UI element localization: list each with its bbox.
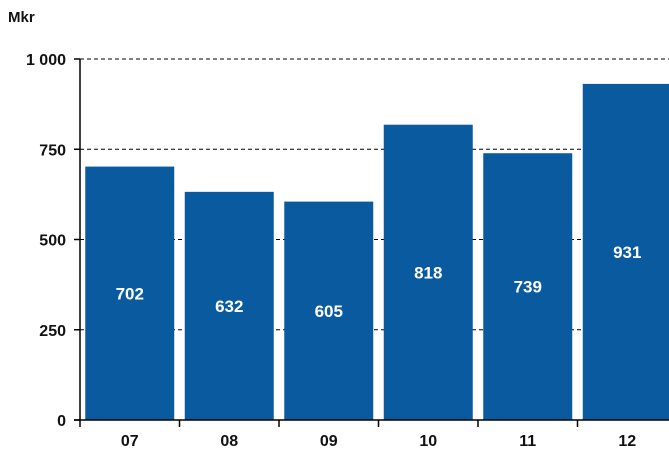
bar-10 [383, 124, 473, 421]
bar-value-label: 702 [116, 284, 144, 303]
x-tick-label: 11 [519, 433, 536, 450]
bar-12 [582, 83, 669, 420]
bar-07 [85, 166, 175, 420]
y-tick-label: 1 000 [26, 52, 66, 69]
bar-value-label: 818 [414, 263, 442, 282]
x-tick-label: 09 [320, 433, 338, 450]
y-tick-label: 750 [39, 142, 66, 159]
bar-value-label: 739 [514, 278, 542, 297]
bar-08 [184, 191, 274, 420]
bar-value-label: 931 [613, 243, 641, 262]
bar-11 [483, 153, 573, 420]
bar-value-label: 632 [215, 297, 243, 316]
x-tick-label: 07 [121, 433, 139, 450]
bar-09 [284, 201, 374, 420]
y-axis: 0 250 500 750 1 000 [26, 52, 81, 430]
x-tick-label: 12 [618, 433, 636, 450]
bar-value-label: 605 [315, 302, 343, 321]
y-unit-label: Mkr [8, 9, 35, 26]
x-tick-label: 10 [419, 433, 437, 450]
x-axis: 07 08 09 10 11 12 [74, 419, 669, 450]
y-tick-label: 0 [57, 413, 66, 430]
bar-value-labels: 702 632 605 818 739 931 [116, 243, 642, 321]
x-tick-label: 08 [220, 433, 238, 450]
y-tick-label: 250 [39, 323, 66, 340]
y-tick-label: 500 [39, 233, 66, 250]
bars [85, 83, 669, 421]
